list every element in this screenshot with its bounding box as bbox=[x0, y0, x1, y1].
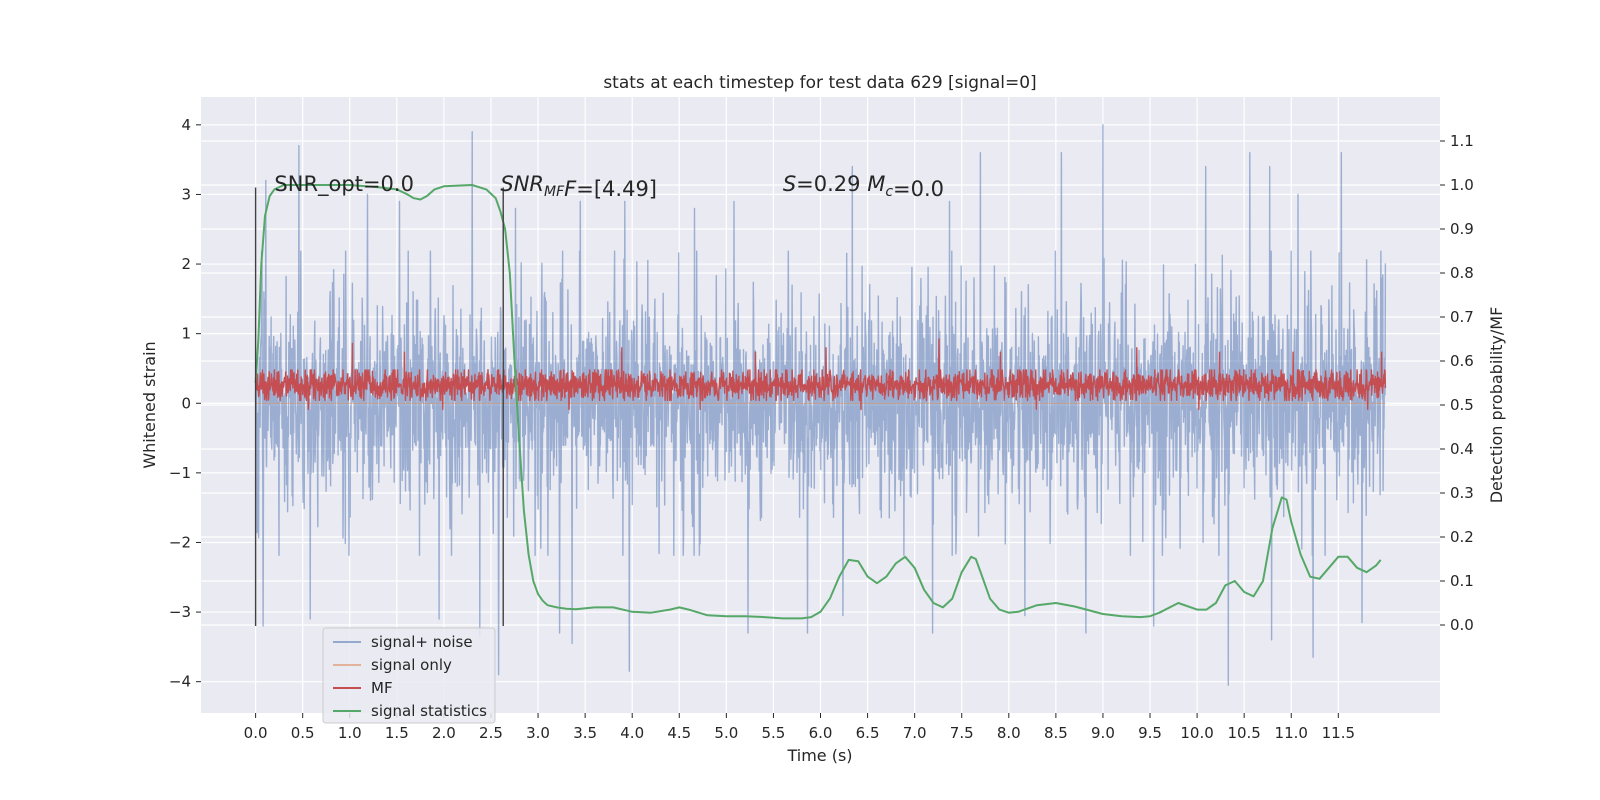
y-axis-label-right: Detection probability/MF bbox=[1487, 307, 1506, 504]
y-right-tick-label: 0.6 bbox=[1450, 352, 1474, 370]
x-tick-label: 5.0 bbox=[714, 724, 738, 742]
y-right-tick-label: 0.1 bbox=[1450, 572, 1474, 590]
annotation-part: F bbox=[564, 177, 577, 201]
annotation-part: =0.0 bbox=[893, 177, 944, 201]
legend-label: signal statistics bbox=[371, 702, 487, 720]
annotation-part: M bbox=[867, 172, 885, 196]
series-line-mf bbox=[254, 338, 1387, 411]
x-tick-label: 9.5 bbox=[1138, 724, 1162, 742]
series-line-signal-statistics bbox=[254, 184, 1382, 620]
y-right-tick-label: 1.1 bbox=[1450, 132, 1474, 150]
legend-box bbox=[322, 627, 496, 724]
x-tick-label: 10.0 bbox=[1180, 724, 1213, 742]
annotations: SNR_opt=0.0 SNRMFF=[4.49] S=0.29 Mc=0.0 bbox=[274, 172, 944, 201]
x-tick-label: 2.5 bbox=[479, 724, 503, 742]
y-left-tick-label: 0 bbox=[181, 394, 191, 412]
x-tick-label: 8.5 bbox=[1044, 724, 1068, 742]
annotation-0: SNR_opt=0.0 bbox=[274, 172, 414, 197]
annotation-part: SNR bbox=[500, 172, 544, 196]
x-tick-label: 10.5 bbox=[1227, 724, 1260, 742]
x-tick-label: 8.0 bbox=[997, 724, 1021, 742]
annotation-part: MF bbox=[544, 184, 565, 200]
x-tick-label: 4.0 bbox=[620, 724, 644, 742]
annotation-part: =0.29 bbox=[796, 172, 867, 196]
legend: signal+ noise signal only MF signal statist… bbox=[322, 627, 496, 724]
x-tick-label: 11.5 bbox=[1322, 724, 1355, 742]
x-tick-label: 3.5 bbox=[573, 724, 597, 742]
legend-label: signal+ noise bbox=[371, 633, 473, 651]
y-right-tick-label: 0.5 bbox=[1450, 396, 1474, 414]
y-right-tick-label: 0.2 bbox=[1450, 528, 1474, 546]
y-axis-label-left: Whitened strain bbox=[140, 341, 159, 468]
y-left-tick-label: 4 bbox=[181, 116, 191, 134]
axes: 0.0 0.5 1.0 1.5 2.0 2.5 3.0 3.5 4.0 4.5 5.0 5.5 6.0 6… bbox=[169, 116, 1474, 742]
annotation-2: S=0.29 Mc=0.0 bbox=[783, 172, 944, 201]
y-right-tick-label: 0.3 bbox=[1450, 484, 1474, 502]
y-left-tick-label: 2 bbox=[181, 255, 191, 273]
x-tick-label: 4.5 bbox=[667, 724, 691, 742]
data-layer bbox=[254, 124, 1387, 686]
x-axis-label: Time (s) bbox=[786, 746, 852, 765]
series-line-signal-noise bbox=[254, 124, 1387, 686]
y-left-tick-label: −3 bbox=[169, 603, 191, 621]
y-right-tick-label: 0.0 bbox=[1450, 616, 1474, 634]
x-tick-label: 2.0 bbox=[432, 724, 456, 742]
x-tick-label: 6.5 bbox=[856, 724, 880, 742]
y-right-tick-label: 0.7 bbox=[1450, 308, 1474, 326]
y-right-tick-label: 0.9 bbox=[1450, 220, 1474, 238]
y-left-tick-label: −4 bbox=[169, 673, 191, 691]
legend-label: MF bbox=[371, 679, 393, 697]
legend-label: signal only bbox=[371, 656, 452, 674]
y-right-tick-label: 1.0 bbox=[1450, 176, 1474, 194]
x-tick-label: 9.0 bbox=[1091, 724, 1115, 742]
y-left-tick-label: −2 bbox=[169, 533, 191, 551]
x-tick-label: 0.5 bbox=[291, 724, 315, 742]
x-tick-label: 5.5 bbox=[761, 724, 785, 742]
y-left-tick-label: 3 bbox=[181, 185, 191, 203]
vertical-markers bbox=[254, 187, 504, 626]
chart-title: stats at each timestep for test data 629… bbox=[603, 73, 1036, 93]
x-tick-label: 1.5 bbox=[385, 724, 409, 742]
x-tick-label: 6.0 bbox=[809, 724, 833, 742]
x-tick-label: 3.0 bbox=[526, 724, 550, 742]
x-tick-label: 1.0 bbox=[338, 724, 362, 742]
y-right-tick-label: 0.4 bbox=[1450, 440, 1474, 458]
x-tick-label: 0.0 bbox=[244, 724, 268, 742]
y-right-tick-label: 0.8 bbox=[1450, 264, 1474, 282]
y-left-tick-label: 1 bbox=[181, 325, 191, 343]
x-tick-label: 7.0 bbox=[903, 724, 927, 742]
annotation-part: S bbox=[783, 172, 796, 196]
annotation-1: SNRMFF=[4.49] bbox=[500, 172, 657, 201]
annotation-part: =[4.49] bbox=[576, 177, 657, 201]
y-left-tick-label: −1 bbox=[169, 464, 191, 482]
x-tick-label: 11.0 bbox=[1275, 724, 1308, 742]
annotation-part: c bbox=[885, 184, 893, 200]
x-tick-label: 7.5 bbox=[950, 724, 974, 742]
